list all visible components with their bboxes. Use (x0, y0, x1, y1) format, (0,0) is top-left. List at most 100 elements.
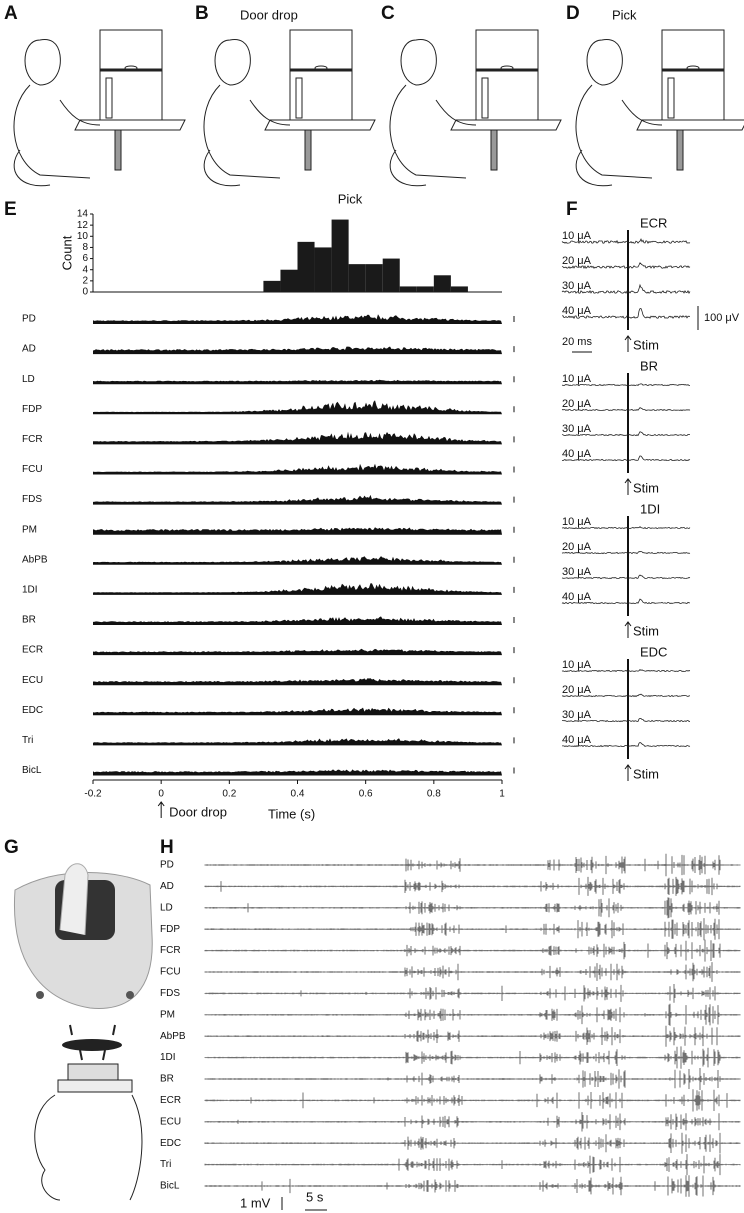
y-tick-label: 6 (82, 253, 88, 264)
bar (416, 286, 434, 292)
muscle-label: 1DI (160, 1052, 176, 1063)
bar (297, 241, 315, 292)
muscle-label: EDC (22, 705, 43, 716)
current-label: 20 μA (562, 398, 592, 410)
muscle-label: FDS (160, 988, 180, 999)
x-tick-label: 1 (499, 789, 505, 800)
muscle-label: ECR (22, 645, 43, 656)
bar (365, 264, 383, 292)
emg-raw-trace (204, 1112, 741, 1132)
panel-label: B (195, 3, 209, 24)
y-tick-label: 4 (82, 264, 88, 275)
emg-raw-trace (204, 1068, 741, 1090)
emg-raw-trace (204, 984, 741, 1003)
scale-label: 1 mV (240, 1195, 271, 1210)
y-tick-label: 12 (77, 220, 89, 231)
bar (348, 264, 366, 292)
y-axis-label: Count (59, 235, 74, 270)
sta-trace (561, 431, 691, 437)
panel-label: G (4, 837, 19, 858)
bar (331, 219, 349, 292)
sta-trace (561, 551, 691, 555)
current-label: 30 μA (562, 423, 592, 435)
y-tick-label: 14 (77, 209, 89, 220)
muscle-label: PM (22, 524, 37, 535)
muscle-label: PD (160, 860, 174, 871)
apparatus-drawing (388, 28, 563, 188)
sta-trace (561, 717, 691, 723)
stim-arrow (624, 335, 632, 352)
sta-trace (561, 526, 691, 530)
caption: Pick (612, 7, 637, 22)
apparatus-drawing (12, 28, 187, 188)
sta-trace (561, 238, 691, 245)
muscle-label: Tri (22, 735, 33, 746)
emg-trace (93, 678, 502, 686)
panel-label: A (4, 3, 18, 24)
emg-trace (93, 431, 502, 445)
current-label: 10 μA (562, 373, 592, 385)
stim-label: Stim (633, 337, 659, 352)
muscle-label: Tri (160, 1159, 171, 1170)
emg-raw-trace (204, 1046, 741, 1069)
x-tick-label: 0.8 (427, 789, 441, 800)
emg-trace (93, 648, 502, 656)
emg-raw-trace (204, 1003, 741, 1026)
sta-trace (562, 742, 691, 748)
implant-schematic (34, 1024, 143, 1201)
muscle-label: FCR (22, 434, 43, 445)
emg-trace (93, 616, 502, 625)
caption: Door drop (240, 7, 298, 22)
emg-raw-trace (204, 939, 741, 962)
scale-label: 5 s (306, 1189, 324, 1204)
muscle-label: AbPB (22, 554, 48, 565)
panel-label: H (160, 837, 174, 858)
muscle-name: ECR (640, 215, 667, 230)
emg-trace (93, 769, 502, 776)
y-tick-label: 10 (77, 231, 89, 242)
muscle-label: ECR (160, 1095, 181, 1106)
muscle-label: FCU (22, 464, 43, 475)
current-label: 20 μA (562, 255, 592, 267)
arrow (157, 801, 165, 818)
sta-trace (561, 598, 691, 605)
muscle-label: BR (22, 615, 36, 626)
muscle-label: LD (22, 374, 35, 385)
sta-trace (561, 383, 690, 387)
y-tick-label: 8 (82, 242, 88, 253)
sta-trace (561, 455, 691, 462)
emg-raw-trace (204, 897, 741, 919)
current-label: 30 μA (562, 280, 592, 292)
emg-trace (93, 527, 502, 535)
muscle-name: EDC (640, 644, 667, 659)
sta-trace (561, 262, 691, 270)
emg-trace (93, 400, 502, 415)
apparatus-drawing (202, 28, 377, 188)
panel-label: C (381, 3, 395, 24)
muscle-label: BicL (160, 1181, 180, 1192)
current-label: 30 μA (562, 566, 592, 578)
muscle-label: PM (160, 1009, 175, 1020)
stim-label: Stim (633, 623, 659, 638)
bar (280, 269, 298, 292)
stim-arrow (624, 478, 632, 495)
x-tick-label: 0 (158, 789, 164, 800)
emg-trace (93, 314, 502, 324)
x-tick-label: -0.2 (84, 789, 102, 800)
emg-raw-trace (204, 1132, 741, 1154)
x-tick-label: 0.6 (359, 789, 373, 800)
emg-trace (93, 346, 502, 355)
current-label: 10 μA (562, 230, 592, 242)
muscle-label: BR (160, 1074, 174, 1085)
muscle-name: 1DI (640, 501, 660, 516)
x-axis-label: Time (s) (268, 806, 315, 821)
emg-raw-trace (204, 1089, 741, 1112)
muscle-label: AD (160, 881, 174, 892)
panel-label: F (566, 199, 578, 220)
muscle-label: FDP (22, 404, 42, 415)
emg-trace (93, 738, 502, 746)
sta-trace (561, 693, 691, 698)
y-tick-label: 2 (82, 275, 88, 286)
sta-trace (561, 669, 691, 673)
